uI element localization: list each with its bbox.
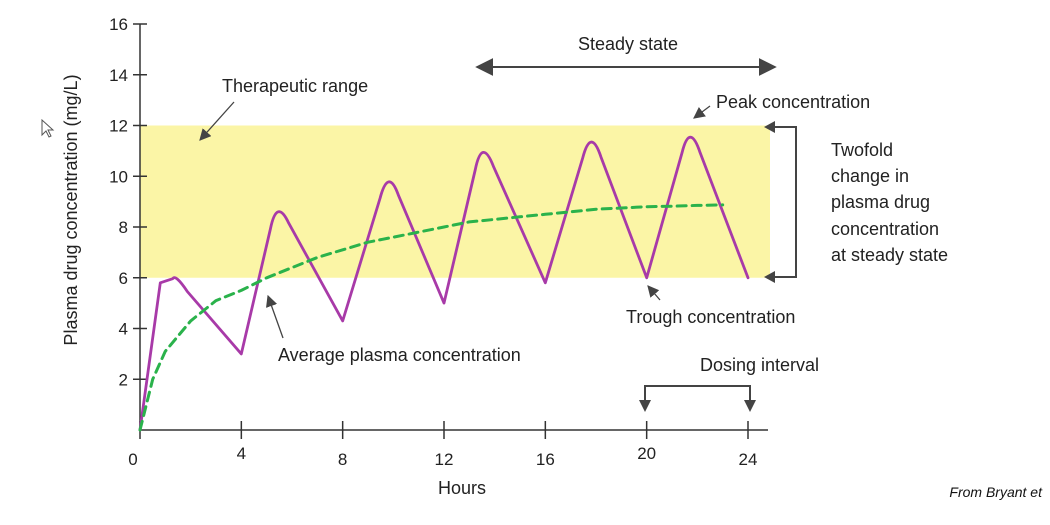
twofold-line-5: at steady state [831, 245, 948, 265]
x-tick-label: 20 [637, 444, 656, 463]
y-tick-label: 8 [119, 218, 128, 237]
average-pointer [266, 294, 284, 339]
x-tick-label: 24 [739, 450, 758, 469]
y-tick-label: 6 [119, 269, 128, 288]
twofold-line-2: change in [831, 166, 909, 186]
twofold-line-3: plasma drug [831, 192, 930, 212]
twofold-bracket-bottom-arrow [764, 271, 775, 283]
twofold-bracket [772, 126, 797, 278]
twofold-line-4: concentration [831, 219, 939, 239]
y-tick-label: 14 [109, 66, 128, 85]
x-axis-title: Hours [438, 478, 486, 498]
y-tick-label: 2 [119, 370, 128, 389]
x-tick-label: 4 [237, 444, 246, 463]
y-axis-ticks: 2 4 6 8 10 12 14 16 [109, 15, 147, 389]
source-credit: From Bryant et [949, 484, 1042, 500]
steady-state-label: Steady state [578, 34, 678, 54]
twofold-line-1: Twofold [831, 140, 893, 160]
average-concentration-label: Average plasma concentration [278, 345, 521, 365]
dosing-interval-label: Dosing interval [700, 355, 819, 375]
x-tick-label: 12 [435, 450, 454, 469]
y-tick-label: 16 [109, 15, 128, 34]
y-tick-label: 10 [109, 167, 128, 186]
dosing-interval-left-arrow [639, 400, 651, 412]
plasma-concentration-line [138, 135, 750, 432]
y-tick-label: 4 [119, 320, 128, 339]
x-tick-label: 8 [338, 450, 347, 469]
therapeutic-range-label: Therapeutic range [222, 76, 368, 96]
twofold-bracket-top-arrow [764, 121, 775, 133]
y-axis-title: Plasma drug concentration (mg/L) [61, 74, 81, 345]
trough-pointer [647, 285, 661, 301]
dosing-interval-right-arrow [744, 400, 756, 412]
x-tick-label: 0 [128, 450, 137, 469]
y-tick-label: 12 [109, 117, 128, 136]
therapeutic-range-pointer [199, 101, 235, 141]
trough-concentration-label: Trough concentration [626, 307, 795, 327]
dosing-interval-bracket [644, 385, 751, 409]
x-tick-label: 16 [536, 450, 555, 469]
mouse-cursor-icon [41, 119, 55, 138]
series-layer [138, 135, 750, 432]
average-concentration-line [138, 203, 725, 432]
x-axis-ticks: 0 4 8 12 16 20 24 [128, 421, 757, 469]
peak-pointer [693, 105, 711, 119]
peak-concentration-label: Peak concentration [716, 92, 870, 112]
